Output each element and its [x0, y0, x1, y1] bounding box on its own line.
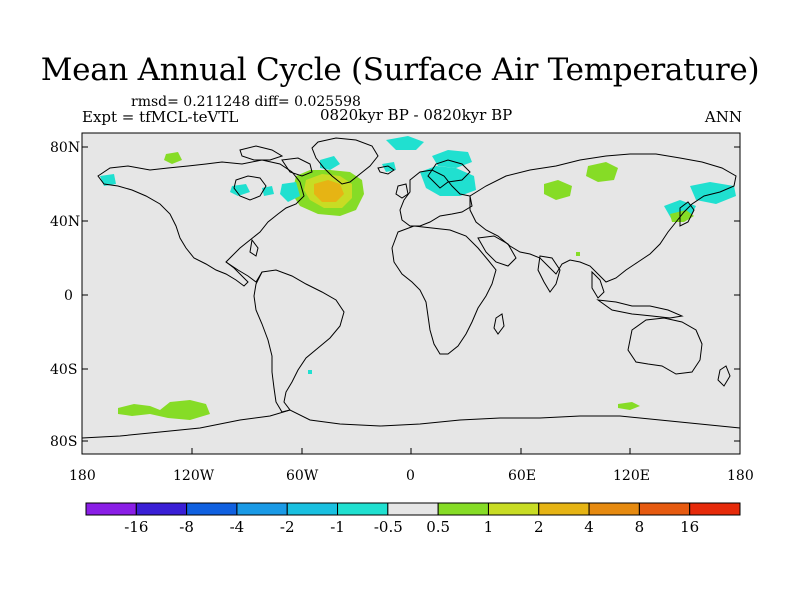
map-title: Mean Annual Cycle (Surface Air Temperatu…	[40, 52, 760, 88]
anomaly-patch-alaska-cyan	[100, 174, 116, 186]
anomaly-patch-canada-cyan	[230, 184, 250, 196]
coast-europe	[399, 169, 473, 227]
coast-south-america	[253, 269, 345, 413]
anomaly-patch-siberia-green	[586, 162, 618, 182]
rmsd-diff-stats: rmsd= 0.211248 diff= 0.025598	[131, 94, 361, 110]
coast-arctic-islands	[239, 145, 284, 161]
lon-tick-label: 120W	[173, 468, 215, 484]
coast-central-america	[225, 261, 263, 283]
lat-tick-label: 0	[64, 288, 73, 304]
colorbar-swatch	[337, 502, 389, 516]
coast-greenland	[311, 137, 379, 185]
colorbar-label: -1	[330, 518, 345, 536]
coastlines	[81, 137, 741, 439]
lon-tick-label: 0	[406, 468, 415, 484]
coast-africa	[391, 225, 497, 355]
axis-ticks	[81, 146, 741, 454]
anomaly-patch-labrador-cyan	[280, 182, 300, 202]
lon-tick-label: 60W	[286, 468, 319, 484]
lat-tick-label: 40N	[50, 214, 81, 230]
colorbar-label: 4	[584, 518, 594, 536]
colorbar-swatch	[588, 502, 640, 516]
colorbar-swatch	[689, 502, 741, 516]
anomaly-patch-labrador-orange	[314, 180, 344, 202]
coast-baffin	[281, 157, 313, 177]
colorbar	[85, 502, 741, 516]
colorbar-swatch	[286, 502, 339, 516]
coast-british-isles	[395, 183, 409, 199]
anomaly-patch-central-asia-green	[544, 180, 572, 200]
anomaly-patch-japan-green	[670, 210, 694, 222]
coast-indonesia	[596, 299, 684, 319]
colorbar-label: -2	[279, 518, 295, 536]
colorbar-swatch	[487, 502, 540, 516]
colorbar-label: -0.5	[373, 518, 403, 536]
experiment-label: Expt = tfMCL-teVTL	[82, 108, 239, 126]
coast-arabia	[477, 235, 517, 267]
lat-tick-label: 40S	[50, 362, 78, 378]
coast-iceland	[377, 165, 395, 175]
anomaly-patch-india-green	[576, 252, 580, 256]
colorbar-swatch	[135, 502, 188, 516]
colorbar-swatch	[638, 502, 691, 516]
colorbar-swatch	[236, 502, 288, 516]
lat-tick-label: 80S	[50, 434, 78, 450]
coast-scandinavia	[427, 159, 471, 189]
lon-tick-label: 180	[727, 468, 754, 484]
coast-australia	[627, 317, 703, 375]
anomaly-patch-kamchatka-cyan	[690, 182, 736, 204]
coast-new-zealand	[717, 365, 731, 387]
lat-tick-label: 80N	[50, 140, 81, 156]
coast-asia	[469, 153, 737, 283]
coast-india	[537, 255, 561, 293]
colorbar-label: -16	[124, 518, 149, 536]
colorbar-label: 1	[483, 518, 494, 536]
anomaly-patch-southern-ocean-green	[118, 400, 210, 420]
coast-japan	[679, 201, 695, 227]
colorbar-swatch	[186, 502, 238, 516]
season-label: ANN	[704, 108, 742, 126]
colorbar-swatch	[538, 502, 590, 516]
period-label: 0820kyr BP - 0820kyr BP	[320, 106, 513, 124]
colorbar-swatch	[437, 502, 489, 516]
colorbar-label: 8	[634, 518, 645, 536]
coast-southeast-asia	[591, 270, 605, 299]
lon-tick-label: 120E	[613, 468, 650, 484]
coast-madagascar	[493, 313, 505, 335]
lon-tick-label: 60E	[508, 468, 537, 484]
anomaly-patch-atlantic-cyan	[308, 370, 312, 374]
anomaly-patch-alaska-green	[164, 152, 182, 164]
anomaly-patch-southern-indian-green	[618, 402, 640, 410]
colorbar-label: 16	[680, 518, 700, 536]
colorbar-label: -4	[229, 518, 245, 536]
colorbar-label: 0.5	[426, 518, 451, 536]
anomaly-patch-svalbard-cyan	[386, 136, 424, 150]
coast-hudson-bay	[233, 175, 267, 201]
colorbar-label: -8	[179, 518, 194, 536]
colorbar-swatch	[85, 502, 137, 516]
anomaly-patch-davis-cyan	[320, 156, 340, 170]
lon-tick-label: 180	[69, 468, 96, 484]
colorbar-label: 2	[533, 518, 544, 536]
coast-florida	[249, 238, 259, 257]
colorbar-swatch	[387, 502, 439, 516]
coast-north-america	[97, 159, 305, 287]
coast-antarctica	[81, 409, 741, 439]
